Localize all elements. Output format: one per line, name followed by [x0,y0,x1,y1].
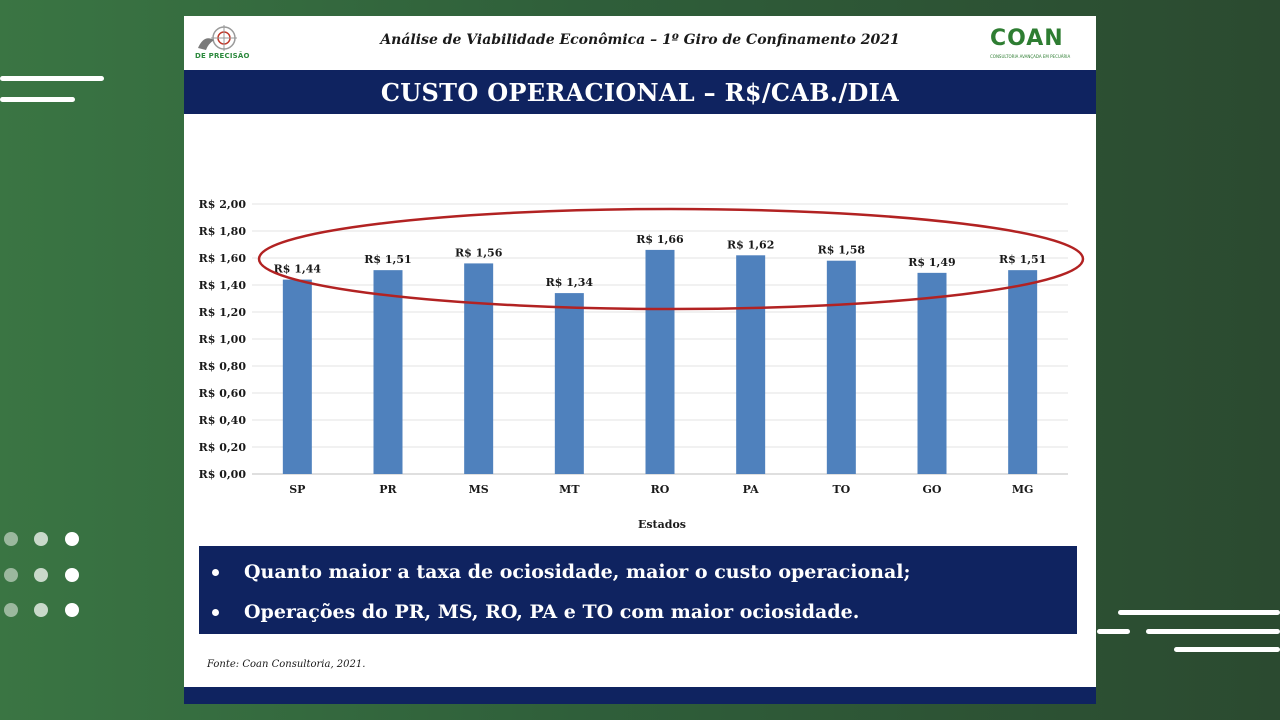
bullet-dot-icon [212,608,219,616]
y-tick-label: R$ 2,00 [199,198,247,211]
decor-line [1097,629,1130,634]
y-tick-label: R$ 0,20 [199,441,247,454]
data-label: R$ 1,51 [364,253,411,266]
header-title: Análise de Viabilidade Econômica – 1º Gi… [380,32,900,48]
source-note: Fonte: Coan Consultoria, 2021. [207,659,366,670]
data-label: R$ 1,62 [727,238,774,251]
decor-dot [34,568,48,582]
coan-logo: COAN CONSULTORIA AVANÇADA EM PECUÁRIA [990,26,1080,66]
x-tick-label: TO [832,483,850,496]
bar [282,279,312,474]
y-tick-label: R$ 0,40 [199,414,247,427]
y-tick-label: R$ 1,40 [199,279,247,292]
x-tick-label: MT [559,483,580,496]
nutricao-precisao-logo-icon [198,25,237,51]
bullet-item: Quanto maior a taxa de ociosidade, maior… [209,552,1077,592]
data-label: R$ 1,44 [274,263,322,276]
bullet-box: Quanto maior a taxa de ociosidade, maior… [199,546,1077,634]
data-label: R$ 1,66 [636,233,684,246]
data-label: R$ 1,51 [999,253,1046,266]
title-band: CUSTO OPERACIONAL – R$/CAB./DIA [184,70,1096,114]
logo-right-subtitle: CONSULTORIA AVANÇADA EM PECUÁRIA [990,54,1071,59]
data-label: R$ 1,56 [455,246,503,259]
x-tick-label: PR [379,483,397,496]
presentation-slide: DE PRECISÃO Análise de Viabilidade Econô… [184,16,1096,704]
decor-dot [65,568,79,582]
x-tick-label: RO [651,483,670,496]
x-tick-label: PA [743,483,759,496]
slide-header: DE PRECISÃO Análise de Viabilidade Econô… [184,16,1096,70]
decor-line [0,97,75,102]
bullet-item: Operações do PR, MS, RO, PA e TO com mai… [209,592,1077,632]
decor-dot [4,532,18,546]
decor-dot [4,568,18,582]
bullet-text: Operações do PR, MS, RO, PA e TO com mai… [244,601,860,623]
bar [1008,270,1038,474]
y-tick-label: R$ 0,80 [199,360,247,373]
bullet-text: Quanto maior a taxa de ociosidade, maior… [244,561,911,583]
y-tick-label: R$ 1,60 [199,252,247,265]
y-tick-label: R$ 1,80 [199,225,247,238]
y-tick-label: R$ 1,20 [199,306,247,319]
bar [826,260,856,474]
bar [736,255,766,474]
footer-bar [184,687,1096,704]
decor-dot [4,603,18,617]
bar [373,270,403,474]
bar [554,293,584,474]
slide-title: CUSTO OPERACIONAL – R$/CAB./DIA [380,77,900,107]
logo-left-text: DE PRECISÃO [195,52,250,60]
highlight-ellipse [257,207,1085,311]
y-tick-label: R$ 1,00 [199,333,247,346]
x-tick-label: SP [289,483,305,496]
y-tick-label: R$ 0,60 [199,387,247,400]
data-label: R$ 1,58 [818,244,866,257]
decor-line [1174,647,1280,652]
data-label: R$ 1,34 [546,276,594,289]
bar [917,272,947,474]
decor-dot [65,532,79,546]
decor-dot [65,603,79,617]
decor-dot [34,603,48,617]
decor-line [1146,629,1280,634]
bar [464,263,494,474]
x-tick-label: MS [469,483,489,496]
x-axis-label: Estados [638,518,686,531]
data-label: R$ 1,49 [908,256,955,269]
y-tick-label: R$ 0,00 [199,468,247,481]
decor-line [1118,610,1280,615]
x-tick-label: MG [1012,483,1034,496]
x-tick-label: GO [923,483,942,496]
decor-dot [34,532,48,546]
bar-chart: R$ 0,00 R$ 0,20 R$ 0,40 R$ 0,60 R$ 0,80 R$ 1,… [199,198,1085,531]
decor-line [0,76,104,81]
bullet-dot-icon [212,568,219,576]
logo-right-name: COAN [990,26,1064,51]
bar [645,249,675,474]
